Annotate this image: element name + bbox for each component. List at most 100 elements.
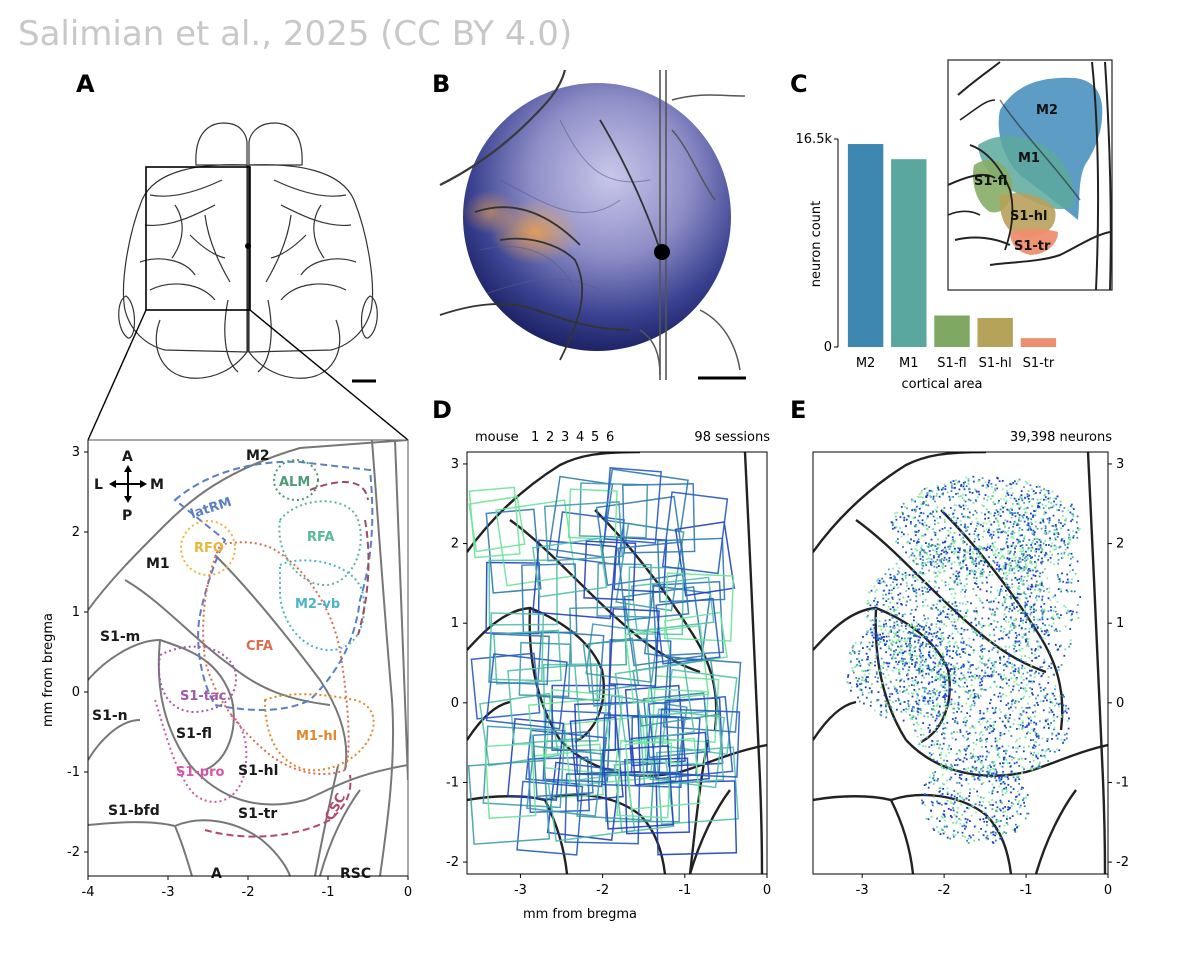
neuron-point — [897, 542, 899, 544]
neuron-point — [1009, 550, 1012, 553]
neuron-point — [970, 602, 972, 605]
neuron-point — [1039, 544, 1042, 546]
neuron-point — [1016, 640, 1019, 643]
neuron-point — [956, 576, 958, 579]
neuron-point — [999, 508, 1002, 511]
neuron-point — [892, 657, 895, 660]
neuron-point — [859, 642, 862, 645]
neuron-point — [893, 586, 896, 588]
neuron-point — [1070, 562, 1072, 565]
neuron-point — [1048, 591, 1050, 594]
neuron-point — [993, 554, 995, 557]
neuron-point — [933, 531, 936, 534]
neuron-point — [933, 666, 936, 669]
neuron-point — [987, 495, 990, 498]
neuron-point — [1013, 681, 1016, 683]
neuron-point — [929, 699, 931, 702]
neuron-point — [955, 769, 957, 772]
neuron-point — [992, 724, 995, 727]
neuron-point — [1001, 687, 1004, 689]
neuron-point — [1065, 589, 1068, 592]
neuron-point — [1021, 728, 1024, 730]
neuron-point — [962, 532, 965, 535]
neuron-point — [1021, 570, 1024, 573]
neuron-point — [992, 674, 995, 676]
neuron-point — [922, 656, 925, 658]
neuron-point — [930, 815, 933, 818]
neuron-point — [1018, 778, 1021, 781]
neuron-point — [918, 507, 921, 510]
neuron-point — [921, 659, 924, 662]
neuron-point — [1041, 571, 1044, 574]
session-rect — [532, 537, 608, 598]
neuron-point — [868, 641, 871, 644]
neuron-point — [1060, 539, 1063, 542]
neuron-point — [863, 674, 866, 676]
neuron-point — [993, 822, 996, 824]
neuron-point — [972, 573, 975, 575]
neuron-point — [947, 767, 950, 769]
neuron-point — [969, 654, 971, 657]
neuron-point — [1041, 637, 1044, 640]
neuron-point — [975, 743, 978, 746]
neuron-point — [1058, 749, 1061, 752]
neuron-point — [969, 708, 972, 711]
neuron-point — [1027, 723, 1030, 726]
neuron-point — [1003, 750, 1005, 753]
neuron-point — [983, 561, 986, 564]
neuron-point — [977, 567, 980, 570]
neuron-point — [962, 562, 965, 564]
neuron-point — [1057, 533, 1060, 535]
session-rect — [548, 475, 614, 558]
neuron-point — [1030, 739, 1032, 741]
neuron-point — [1050, 700, 1053, 703]
neuron-point — [866, 616, 868, 618]
neuron-point — [930, 810, 932, 812]
neuron-point — [1077, 580, 1080, 582]
neuron-point — [985, 486, 988, 489]
neuron-point — [1059, 500, 1062, 503]
neuron-point — [861, 693, 864, 696]
neuron-point — [998, 592, 1001, 595]
neuron-point — [1017, 503, 1020, 506]
neuron-point — [940, 684, 943, 687]
neuron-point — [938, 802, 941, 805]
neuron-point — [891, 655, 894, 658]
neuron-point — [994, 740, 997, 743]
neuron-point — [875, 671, 878, 674]
neuron-point — [920, 495, 922, 498]
neuron-point — [936, 671, 938, 674]
neuron-point — [980, 657, 983, 660]
neuron-point — [1034, 585, 1037, 588]
neuron-point — [1014, 829, 1016, 832]
neuron-point — [1010, 618, 1013, 620]
neuron-point — [982, 505, 985, 508]
neuron-point — [1074, 573, 1077, 575]
neuron-point — [899, 583, 902, 586]
neuron-point — [1046, 693, 1049, 696]
neuron-point — [942, 549, 945, 551]
neuron-point — [974, 629, 977, 631]
neuron-point — [1014, 640, 1017, 643]
neuron-point — [1025, 637, 1028, 640]
neuron-point — [979, 755, 982, 758]
neuron-point — [1035, 734, 1038, 737]
neuron-point — [974, 560, 977, 562]
neuron-point — [901, 577, 904, 580]
neuron-point — [1025, 645, 1028, 647]
neuron-point — [952, 650, 955, 652]
neuron-point — [947, 534, 950, 537]
neuron-point — [885, 683, 888, 686]
neuron-point — [1018, 578, 1021, 580]
neuron-point — [1049, 506, 1052, 509]
neuron-point — [963, 664, 965, 667]
neuron-point — [980, 760, 983, 762]
neuron-point — [988, 791, 991, 794]
neuron-point — [1066, 573, 1069, 576]
neuron-point — [924, 533, 927, 536]
neuron-point — [985, 836, 988, 839]
neuron-point — [933, 519, 936, 522]
neuron-point — [914, 666, 916, 668]
neuron-point — [978, 779, 981, 781]
neuron-point — [858, 652, 860, 655]
